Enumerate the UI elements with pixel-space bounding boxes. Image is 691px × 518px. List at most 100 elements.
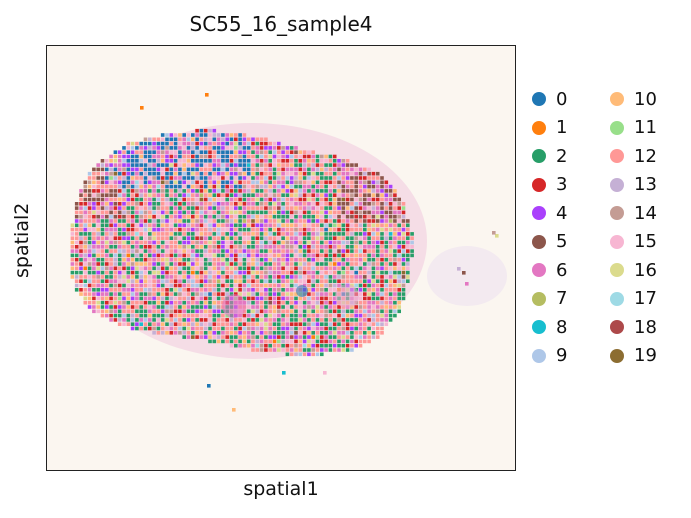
- spot: [302, 167, 307, 172]
- spot: [74, 288, 79, 292]
- spot: [96, 249, 100, 253]
- spot: [345, 279, 350, 283]
- spot: [307, 227, 311, 232]
- spot: [96, 214, 100, 219]
- spot: [242, 240, 247, 245]
- spot: [156, 309, 161, 314]
- spot: [165, 257, 169, 262]
- spot: [152, 214, 156, 219]
- spot: [165, 300, 169, 305]
- spot: [315, 270, 320, 275]
- spot: [203, 283, 208, 288]
- spot: [328, 257, 333, 262]
- spot: [199, 300, 204, 305]
- spot: [255, 343, 260, 348]
- spot: [264, 343, 268, 348]
- spot: [246, 171, 251, 176]
- spot: [332, 180, 337, 185]
- spot: [259, 275, 264, 279]
- spot: [367, 232, 371, 236]
- spot: [358, 335, 363, 339]
- spot: [109, 262, 113, 266]
- spot: [397, 202, 401, 206]
- spot: [139, 167, 143, 172]
- spot: [401, 245, 406, 249]
- spot: [302, 326, 307, 331]
- spot: [79, 227, 83, 232]
- legend-marker-10: [610, 92, 624, 106]
- spot: [298, 163, 303, 167]
- spot: [96, 167, 100, 172]
- spot: [74, 279, 79, 283]
- spot: [375, 210, 380, 215]
- spot: [354, 245, 358, 249]
- spot: [315, 159, 320, 163]
- spot: [294, 270, 298, 275]
- spot: [156, 189, 161, 193]
- spot: [139, 245, 143, 249]
- spot: [191, 150, 195, 154]
- spot: [87, 266, 92, 271]
- spot: [182, 266, 186, 271]
- spot: [139, 283, 143, 288]
- spot: [324, 343, 328, 348]
- spot: [156, 266, 161, 271]
- spot: [208, 227, 212, 232]
- spot: [122, 245, 126, 249]
- spot: [100, 266, 105, 271]
- spot: [160, 206, 165, 210]
- spot: [311, 309, 315, 314]
- spot: [79, 214, 83, 219]
- spot: [122, 300, 126, 305]
- spot: [259, 335, 264, 339]
- spot: [139, 313, 143, 318]
- spot: [139, 163, 143, 167]
- legend-label-5: 5: [556, 231, 568, 252]
- spot: [208, 232, 212, 236]
- spot: [388, 249, 393, 253]
- spot: [277, 322, 281, 326]
- spot: [246, 322, 251, 326]
- spot: [401, 210, 406, 215]
- spot: [186, 202, 191, 206]
- spot: [238, 154, 242, 159]
- spot: [393, 275, 397, 279]
- spot: [160, 133, 165, 137]
- spot: [165, 292, 169, 296]
- spot: [122, 249, 126, 253]
- spot: [367, 197, 371, 202]
- spot: [341, 245, 346, 249]
- spot: [363, 292, 367, 296]
- spot: [371, 223, 376, 228]
- spot: [251, 275, 255, 279]
- spot: [156, 167, 161, 172]
- spot: [380, 210, 384, 215]
- spot: [302, 343, 307, 348]
- spot: [96, 266, 100, 271]
- spot: [358, 296, 363, 301]
- spot: [225, 227, 229, 232]
- spot: [242, 141, 247, 146]
- spot: [79, 189, 83, 193]
- spot: [117, 150, 122, 154]
- spot: [221, 197, 225, 202]
- spot: [375, 262, 380, 266]
- spot: [143, 210, 148, 215]
- spot: [186, 322, 191, 326]
- spot: [199, 257, 204, 262]
- spot: [264, 283, 268, 288]
- spot: [324, 189, 328, 193]
- spot: [186, 171, 191, 176]
- spot: [143, 275, 148, 279]
- spot: [259, 150, 264, 154]
- spot: [117, 279, 122, 283]
- spot: [126, 202, 131, 206]
- spot: [178, 141, 182, 146]
- spot: [216, 176, 221, 180]
- spot: [191, 283, 195, 288]
- spot: [126, 184, 131, 189]
- spot: [281, 154, 285, 159]
- spot: [289, 227, 294, 232]
- spot: [208, 249, 212, 253]
- spot: [130, 322, 135, 326]
